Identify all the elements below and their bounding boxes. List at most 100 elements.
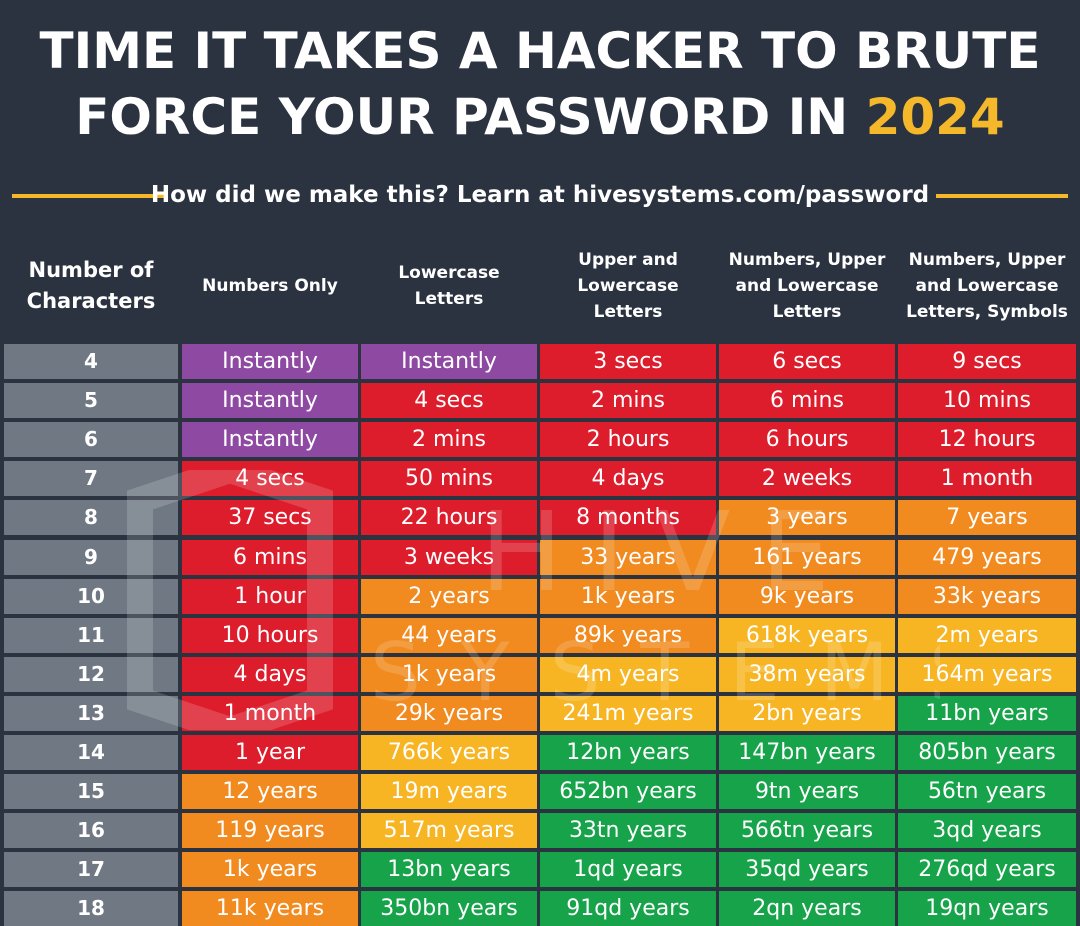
title-year: 2024: [865, 88, 1005, 146]
table-cell-18-col4: 2qn years: [719, 891, 895, 926]
table-cell-5-col2: 4 secs: [361, 383, 537, 418]
column-header-symbols-label: Numbers, Upper and Lowercase Letters, Sy…: [906, 250, 1068, 322]
table-cell-4-col3: 3 secs: [540, 344, 716, 379]
table-cell-13-col1: 1 month: [182, 696, 358, 731]
column-header-numbers-only: Numbers Only: [182, 238, 358, 334]
table-cell-13-col4: 2bn years: [719, 696, 895, 731]
table-cell-17-col3: 1qd years: [540, 852, 716, 887]
column-header-lowercase: Lowercase Letters: [361, 238, 537, 334]
row-label-7: 7: [4, 461, 178, 496]
right-accent-line: [936, 194, 1068, 198]
table-cell-6-col2: 2 mins: [361, 422, 537, 457]
table-cell-11-col1: 10 hours: [182, 618, 358, 653]
table-cell-15-col2: 19m years: [361, 774, 537, 809]
table-cell-9-col3: 33 years: [540, 540, 716, 575]
table-cell-7-col4: 2 weeks: [719, 461, 895, 496]
column-header-numbers-upper-lower-label: Numbers, Upper and Lowercase Letters: [728, 250, 886, 322]
row-label-14: 14: [4, 735, 178, 770]
column-header-numbers-only-label: Numbers Only: [202, 276, 338, 296]
table-cell-10-col1: 1 hour: [182, 579, 358, 614]
table-cell-7-col2: 50 mins: [361, 461, 537, 496]
table-cell-16-col2: 517m years: [361, 813, 537, 848]
table-cell-10-col5: 33k years: [898, 579, 1076, 614]
table-cell-5-col1: Instantly: [182, 383, 358, 418]
table-cell-4-col5: 9 secs: [898, 344, 1076, 379]
table-cell-14-col3: 12bn years: [540, 735, 716, 770]
column-header-symbols: Numbers, Upper and Lowercase Letters, Sy…: [898, 238, 1076, 334]
table-cell-13-col5: 11bn years: [898, 696, 1076, 731]
table-cell-8-col4: 3 years: [719, 500, 895, 535]
table-cell-17-col2: 13bn years: [361, 852, 537, 887]
row-label-8: 8: [4, 500, 178, 535]
table-cell-5-col5: 10 mins: [898, 383, 1076, 418]
row-label-17: 17: [4, 852, 178, 887]
table-cell-13-col3: 241m years: [540, 696, 716, 731]
row-label-16: 16: [4, 813, 178, 848]
table-cell-13-col2: 29k years: [361, 696, 537, 731]
title-line-1: TIME IT TAKES A HACKER TO BRUTE: [39, 22, 1041, 80]
table-cell-8-col5: 7 years: [898, 500, 1076, 535]
left-accent-line: [12, 194, 164, 198]
table-cell-6-col1: Instantly: [182, 422, 358, 457]
row-label-9: 9: [4, 540, 178, 575]
table-cell-16-col5: 3qd years: [898, 813, 1076, 848]
table-cell-14-col2: 766k years: [361, 735, 537, 770]
table-cell-14-col5: 805bn years: [898, 735, 1076, 770]
row-label-10: 10: [4, 579, 178, 614]
table-cell-9-col2: 3 weeks: [361, 540, 537, 575]
table-cell-17-col1: 1k years: [182, 852, 358, 887]
table-cell-16-col1: 119 years: [182, 813, 358, 848]
column-header-characters: Number of Characters: [4, 238, 178, 334]
row-label-4: 4: [4, 344, 178, 379]
table-cell-14-col4: 147bn years: [719, 735, 895, 770]
table-cell-7-col3: 4 days: [540, 461, 716, 496]
table-cell-8-col3: 8 months: [540, 500, 716, 535]
table-cell-15-col3: 652bn years: [540, 774, 716, 809]
table-cell-8-col2: 22 hours: [361, 500, 537, 535]
row-label-18: 18: [4, 891, 178, 926]
table-cell-18-col3: 91qd years: [540, 891, 716, 926]
table-cell-14-col1: 1 year: [182, 735, 358, 770]
table-cell-7-col5: 1 month: [898, 461, 1076, 496]
column-header-upper-lower: Upper and Lowercase Letters: [540, 238, 716, 334]
table-cell-15-col1: 12 years: [182, 774, 358, 809]
table-cell-9-col5: 479 years: [898, 540, 1076, 575]
table-cell-12-col5: 164m years: [898, 657, 1076, 692]
column-header-lowercase-label: Lowercase Letters: [398, 263, 500, 309]
table-cell-16-col4: 566tn years: [719, 813, 895, 848]
table-cell-18-col1: 11k years: [182, 891, 358, 926]
column-header-characters-label: Number of Characters: [26, 258, 156, 313]
table-cell-7-col1: 4 secs: [182, 461, 358, 496]
table-cell-18-col2: 350bn years: [361, 891, 537, 926]
table-cell-4-col4: 6 secs: [719, 344, 895, 379]
chart-title: TIME IT TAKES A HACKER TO BRUTE FORCE YO…: [0, 18, 1080, 150]
table-cell-8-col1: 37 secs: [182, 500, 358, 535]
table-cell-17-col4: 35qd years: [719, 852, 895, 887]
table-cell-6-col4: 6 hours: [719, 422, 895, 457]
table-cell-9-col1: 6 mins: [182, 540, 358, 575]
table-cell-4-col1: Instantly: [182, 344, 358, 379]
table-cell-12-col4: 38m years: [719, 657, 895, 692]
row-label-12: 12: [4, 657, 178, 692]
subtitle-row: How did we make this? Learn at hivesyste…: [0, 178, 1080, 212]
subtitle: How did we make this? Learn at hivesyste…: [150, 182, 930, 208]
row-label-15: 15: [4, 774, 178, 809]
table-cell-5-col4: 6 mins: [719, 383, 895, 418]
table-cell-4-col2: Instantly: [361, 344, 537, 379]
table-cell-11-col5: 2m years: [898, 618, 1076, 653]
table-cell-5-col3: 2 mins: [540, 383, 716, 418]
column-header-upper-lower-label: Upper and Lowercase Letters: [577, 250, 679, 322]
table-cell-9-col4: 161 years: [719, 540, 895, 575]
table-cell-10-col2: 2 years: [361, 579, 537, 614]
row-label-11: 11: [4, 618, 178, 653]
table-cell-10-col4: 9k years: [719, 579, 895, 614]
table-cell-12-col1: 4 days: [182, 657, 358, 692]
table-cell-12-col2: 1k years: [361, 657, 537, 692]
row-label-13: 13: [4, 696, 178, 731]
row-label-6: 6: [4, 422, 178, 457]
table-cell-6-col5: 12 hours: [898, 422, 1076, 457]
row-label-5: 5: [4, 383, 178, 418]
table-cell-15-col5: 56tn years: [898, 774, 1076, 809]
column-header-numbers-upper-lower: Numbers, Upper and Lowercase Letters: [719, 238, 895, 334]
table-cell-11-col3: 89k years: [540, 618, 716, 653]
